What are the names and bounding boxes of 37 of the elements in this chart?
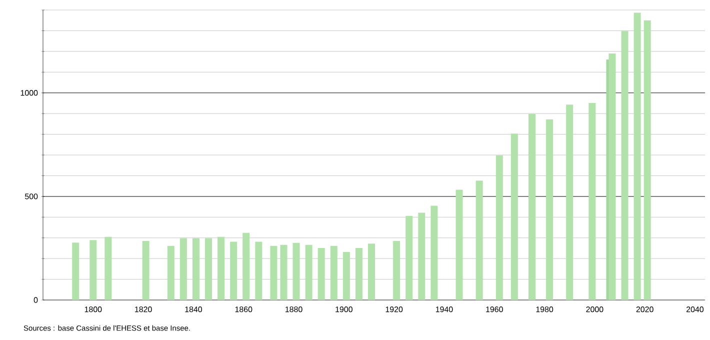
- bar: [205, 238, 212, 300]
- bar: [566, 104, 574, 300]
- bar: [496, 155, 503, 300]
- bar: [318, 248, 325, 300]
- bar: [180, 238, 187, 300]
- bar: [90, 240, 97, 300]
- bar: [355, 248, 362, 300]
- bar: [393, 240, 400, 300]
- bar: [621, 31, 628, 300]
- bar: [242, 232, 250, 300]
- bar: [634, 12, 641, 300]
- bar: [476, 180, 483, 300]
- bar: [528, 114, 536, 300]
- bar: [608, 53, 616, 300]
- bar: [406, 216, 413, 300]
- bar: [167, 246, 174, 300]
- bar: [510, 134, 518, 300]
- bar: [546, 119, 554, 300]
- bar: [330, 246, 338, 300]
- bar: [644, 20, 651, 300]
- bar: [255, 242, 262, 300]
- bar: [270, 246, 278, 300]
- bar: [142, 240, 150, 300]
- bar: [72, 242, 80, 300]
- bar: [104, 236, 112, 300]
- bar: [588, 103, 596, 300]
- bar: [218, 236, 225, 300]
- bar: [456, 190, 463, 300]
- bar: [418, 212, 426, 300]
- bar: [305, 244, 312, 300]
- bar: [280, 244, 288, 300]
- bar: [292, 242, 300, 300]
- bar: [192, 238, 200, 300]
- bar: [342, 252, 350, 300]
- bar: [368, 244, 375, 300]
- bar: [230, 242, 238, 300]
- bar: [430, 206, 438, 300]
